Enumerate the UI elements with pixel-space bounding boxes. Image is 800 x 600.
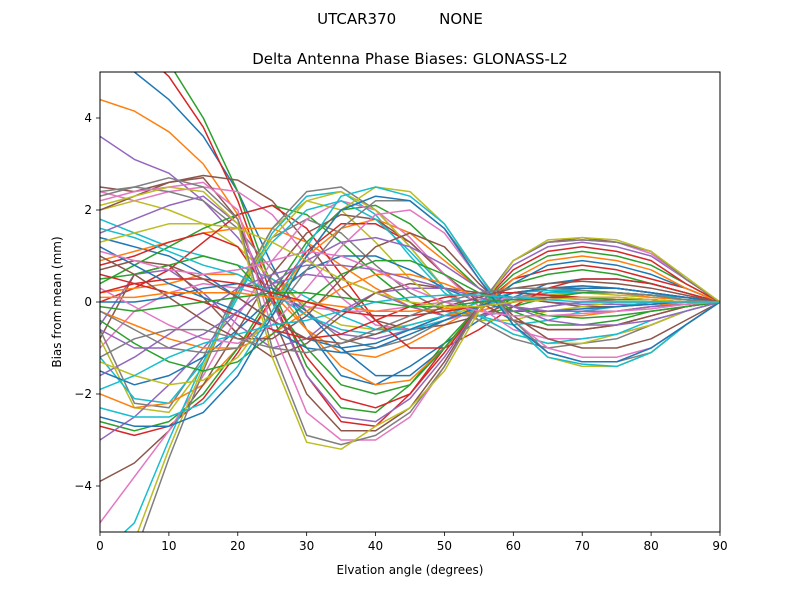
series-line (162, 72, 720, 427)
x-tick-label: 60 (506, 539, 521, 553)
series-line (100, 236, 720, 349)
x-axis: 0 10 20 30 40 50 60 70 80 90 (96, 532, 728, 553)
x-tick-label: 50 (437, 539, 452, 553)
y-axis-label: Bias from mean (mm) (50, 236, 64, 367)
y-tick-label: −2 (74, 387, 92, 401)
y-tick-label: −4 (74, 479, 92, 493)
series-line (100, 259, 720, 372)
series-line (100, 195, 720, 423)
series-line (100, 186, 720, 418)
series-line (100, 250, 720, 395)
series-line (100, 232, 720, 349)
series-line (100, 204, 720, 432)
series-line (123, 200, 720, 532)
series-line (100, 269, 720, 349)
chart-title: Delta Antenna Phase Biases: GLONASS-L2 (252, 50, 568, 68)
series-line (100, 223, 720, 308)
chart-suptitle: UTCAR370 NONE (317, 10, 483, 28)
series-line (100, 292, 720, 312)
x-tick-label: 70 (575, 539, 590, 553)
x-tick-label: 30 (299, 539, 314, 553)
series-line (100, 287, 720, 358)
y-tick-label: 2 (84, 203, 92, 217)
series-line (100, 259, 720, 345)
y-tick-label: 4 (84, 111, 92, 125)
series-line (100, 186, 720, 450)
series-line (100, 204, 720, 349)
x-tick-label: 40 (368, 539, 383, 553)
series-line (100, 195, 720, 427)
series-line (100, 255, 720, 386)
series-layer (100, 72, 720, 532)
x-tick-label: 90 (712, 539, 727, 553)
x-tick-label: 20 (230, 539, 245, 553)
series-line (100, 259, 720, 377)
y-axis: −4 −2 0 2 4 (74, 111, 100, 493)
series-line (100, 177, 720, 446)
x-tick-label: 0 (96, 539, 104, 553)
series-line (100, 209, 720, 358)
x-axis-label: Elvation angle (degrees) (337, 563, 484, 577)
series-line (100, 294, 720, 391)
y-tick-label: 0 (84, 295, 92, 309)
x-tick-label: 80 (643, 539, 658, 553)
series-line (100, 232, 720, 409)
series-line (100, 250, 720, 317)
x-tick-label: 10 (161, 539, 176, 553)
series-line (100, 246, 720, 354)
